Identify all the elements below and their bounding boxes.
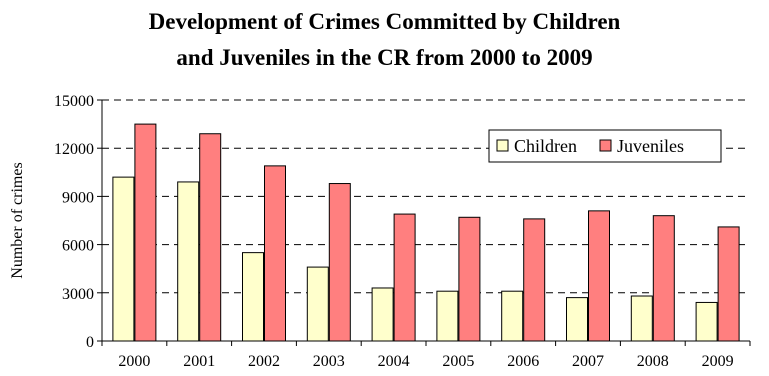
bar-juveniles-2009 [717,226,740,342]
bar-juveniles-2005 [458,216,481,342]
bar-juveniles-2003 [328,183,351,342]
bar-children-2008 [630,295,653,342]
legend-label-juveniles: Juveniles [617,136,684,156]
chart-title-line-1: Development of Crimes Committed by Child… [148,9,621,34]
chart-title: Development of Crimes Committed by Child… [0,4,769,76]
x-tick-label: 2000 [118,353,150,370]
legend-swatch-juveniles [599,139,612,152]
y-tick-label: 0 [86,334,94,351]
x-tick-label: 2009 [702,353,734,370]
bar-juveniles-2006 [523,218,546,342]
y-tick-label: 12000 [54,141,94,158]
x-tick-label: 2008 [637,353,669,370]
legend-swatch-children [496,139,509,152]
bar-children-2005 [436,290,459,342]
bar-children-2002 [242,252,264,342]
y-tick-label: 9000 [62,189,94,206]
axes [97,99,751,346]
x-tick-label: 2002 [248,353,280,370]
y-tick-label: 15000 [54,93,94,110]
bar-juveniles-2002 [264,165,286,342]
bar-children-2000 [112,176,135,342]
bar-children-2009 [695,301,718,342]
y-tick-labels: 0 3000 6000 9000 12000 15000 [54,93,94,351]
x-tick-label: 2003 [313,353,345,370]
bar-children-2006 [501,290,524,342]
x-tick-labels: 2000 2001 2002 2003 2004 2005 2006 2007 2008 2009 [118,353,733,370]
x-tick-label: 2006 [507,353,539,370]
bar-juveniles-2008 [652,215,675,342]
bar-juveniles-2001 [199,133,222,342]
bar-juveniles-2004 [393,213,416,342]
bar-children-2001 [177,181,200,342]
x-tick-label: 2004 [378,353,410,370]
bar-children-2004 [371,287,394,342]
bar-children-2007 [566,297,588,342]
y-tick-label: 6000 [62,238,94,255]
bar-children-2003 [306,266,329,342]
x-tick-label: 2007 [572,353,604,370]
y-axis-label: Number of crimes [9,162,26,278]
x-tick-label: 2001 [183,353,215,370]
x-tick-label: 2005 [442,353,474,370]
legend: Children Juveniles [488,129,722,163]
bar-juveniles-2000 [134,123,157,342]
legend-label-children: Children [514,136,577,156]
y-tick-label: 3000 [62,286,94,303]
bar-juveniles-2007 [588,210,610,342]
chart-title-line-2: and Juveniles in the CR from 2000 to 200… [176,45,593,70]
